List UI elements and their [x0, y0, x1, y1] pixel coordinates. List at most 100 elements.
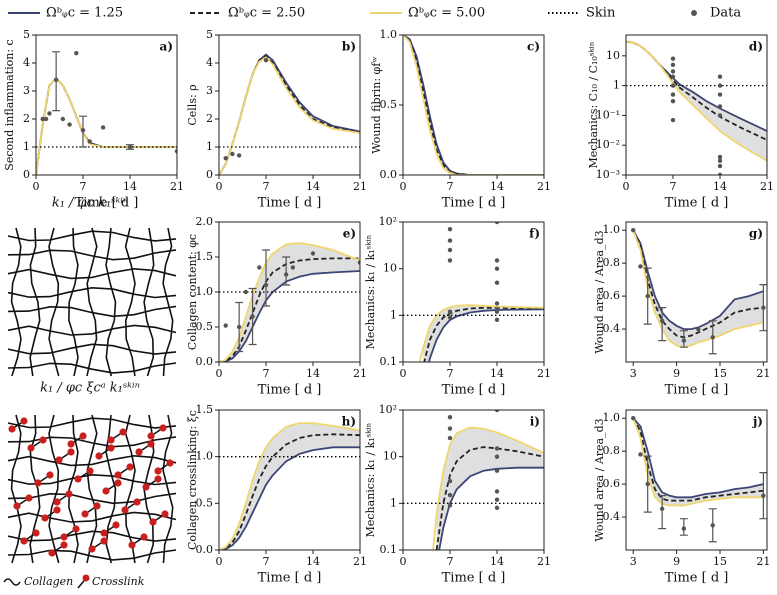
crosslink	[147, 440, 155, 448]
data-point	[670, 83, 676, 88]
uncertainty-band	[626, 41, 767, 161]
data-point	[717, 158, 723, 163]
x-tick-label: 15	[713, 367, 727, 380]
panel: 3 9 15 21 0.4 0.6 0.8 1.0 Time [ d ] Wound area /…	[593, 221, 770, 398]
x-tick-label: 21	[353, 555, 367, 568]
data-point	[670, 98, 676, 104]
data-point	[447, 435, 453, 441]
panel: 0 7 14 21 0 1 2 3 4 5 Time [ d ] Cells: ρ b)	[186, 28, 367, 211]
crosslink	[20, 537, 28, 545]
data-point	[717, 163, 723, 169]
data-point	[670, 74, 676, 79]
y-axis-label: Wound fibrin: φfʷ	[370, 56, 383, 154]
plot-area	[219, 242, 360, 362]
x-tick-label: 14	[490, 367, 504, 380]
data-point	[631, 416, 636, 421]
data-point	[74, 51, 79, 56]
crosslink	[46, 471, 54, 479]
legend-marker	[691, 10, 697, 16]
x-tick-label: 0	[400, 367, 407, 380]
x-tick-label: 14	[306, 367, 320, 380]
data-point	[236, 324, 242, 330]
data-point	[494, 309, 500, 314]
data-point	[447, 238, 453, 243]
x-tick-label: 21	[756, 555, 770, 568]
x-tick-label: 0	[33, 180, 40, 193]
axes-frame	[218, 409, 361, 551]
model-curve	[423, 306, 544, 362]
y-tick-label: 10²	[379, 215, 397, 228]
crosslink	[114, 471, 122, 479]
collagen-fiber	[10, 414, 22, 564]
data-point	[638, 264, 643, 269]
y-tick-label: 1.5	[196, 403, 214, 416]
panel: 3 9 15 21 0.4 0.6 0.8 1.0 Time [ d ] Wound area /…	[593, 409, 770, 586]
x-tick-label: 14	[490, 555, 504, 568]
model-curve	[432, 426, 544, 550]
y-tick-label: 0.5	[196, 496, 214, 509]
data-point	[47, 111, 52, 116]
data-point	[659, 318, 665, 324]
y-tick-label: 0.0	[196, 355, 214, 368]
y-tick-label: 10	[383, 262, 397, 275]
y-tick-label: 0.1	[380, 355, 398, 368]
panel-label: i)	[530, 415, 540, 429]
data-point	[447, 478, 453, 484]
collagen-fiber	[162, 227, 174, 377]
x-axis-label: Time [ d ]	[442, 571, 506, 586]
collagen-fiber	[10, 227, 22, 377]
plot-area	[219, 53, 360, 175]
plot-area	[219, 422, 360, 550]
collagen-fiber	[7, 549, 177, 561]
model-curve	[632, 229, 764, 330]
y-tick-label: 4	[206, 56, 213, 69]
data-point	[223, 156, 228, 161]
panel: 0 7 14 21 0.0 0.5 1.0 1.5 2.0 Time [ d ] Collagen …	[186, 215, 367, 398]
crosslink	[60, 533, 68, 541]
y-tick-label: 1.5	[196, 250, 214, 263]
data-point	[87, 139, 92, 144]
panel-label: j)	[752, 415, 763, 429]
y-tick-label: 3	[23, 84, 30, 97]
collagen-fiber	[7, 267, 177, 280]
fiber-diagrams	[7, 227, 177, 564]
data-point	[710, 335, 715, 340]
data-point	[447, 415, 453, 420]
x-axis-label: Time [ d ]	[75, 196, 139, 211]
plot-area	[631, 416, 767, 543]
panel: 0 7 14 21 0.1 1 10 10² Time [ d ] Mechanics: k₁ /…	[364, 403, 551, 586]
data-point	[681, 526, 687, 531]
data-point	[659, 506, 665, 512]
collagen-icon	[3, 578, 21, 586]
axes-frame	[625, 34, 768, 176]
panel-label: c)	[527, 40, 540, 54]
diagram-legend-label: Collagen	[24, 575, 73, 588]
data-point	[717, 154, 723, 160]
crosslink-icon	[82, 574, 90, 582]
collagen-fiber	[7, 343, 177, 355]
data-point	[761, 493, 766, 498]
y-tick-label: 10⁻¹	[596, 108, 620, 121]
data-point	[447, 315, 453, 320]
panel: 0 7 14 21 0.1 1 10 10² Time [ d ] Mechanics: k₁ /…	[364, 215, 551, 398]
y-tick-label: 0.4	[603, 510, 621, 523]
y-tick-label: 1.0	[196, 450, 214, 463]
x-tick-label: 14	[713, 180, 727, 193]
plot-area	[626, 40, 767, 175]
y-tick-label: 10²	[379, 403, 397, 416]
y-tick-label: 0.4	[603, 322, 621, 335]
x-axis-label: Time [ d ]	[665, 571, 729, 586]
crosslink	[100, 537, 108, 545]
crosslink	[32, 529, 40, 537]
collagen-fiber	[7, 454, 177, 467]
data-point	[494, 410, 500, 413]
plot-area	[403, 222, 544, 362]
data-point	[494, 505, 500, 511]
collagen-fiber	[105, 227, 117, 377]
data-point	[494, 258, 500, 263]
y-axis-label: Wound area / Area_d3	[593, 230, 606, 353]
data-point	[670, 62, 676, 67]
data-point	[717, 104, 723, 109]
crosslink	[154, 467, 162, 475]
data-point	[494, 468, 500, 473]
